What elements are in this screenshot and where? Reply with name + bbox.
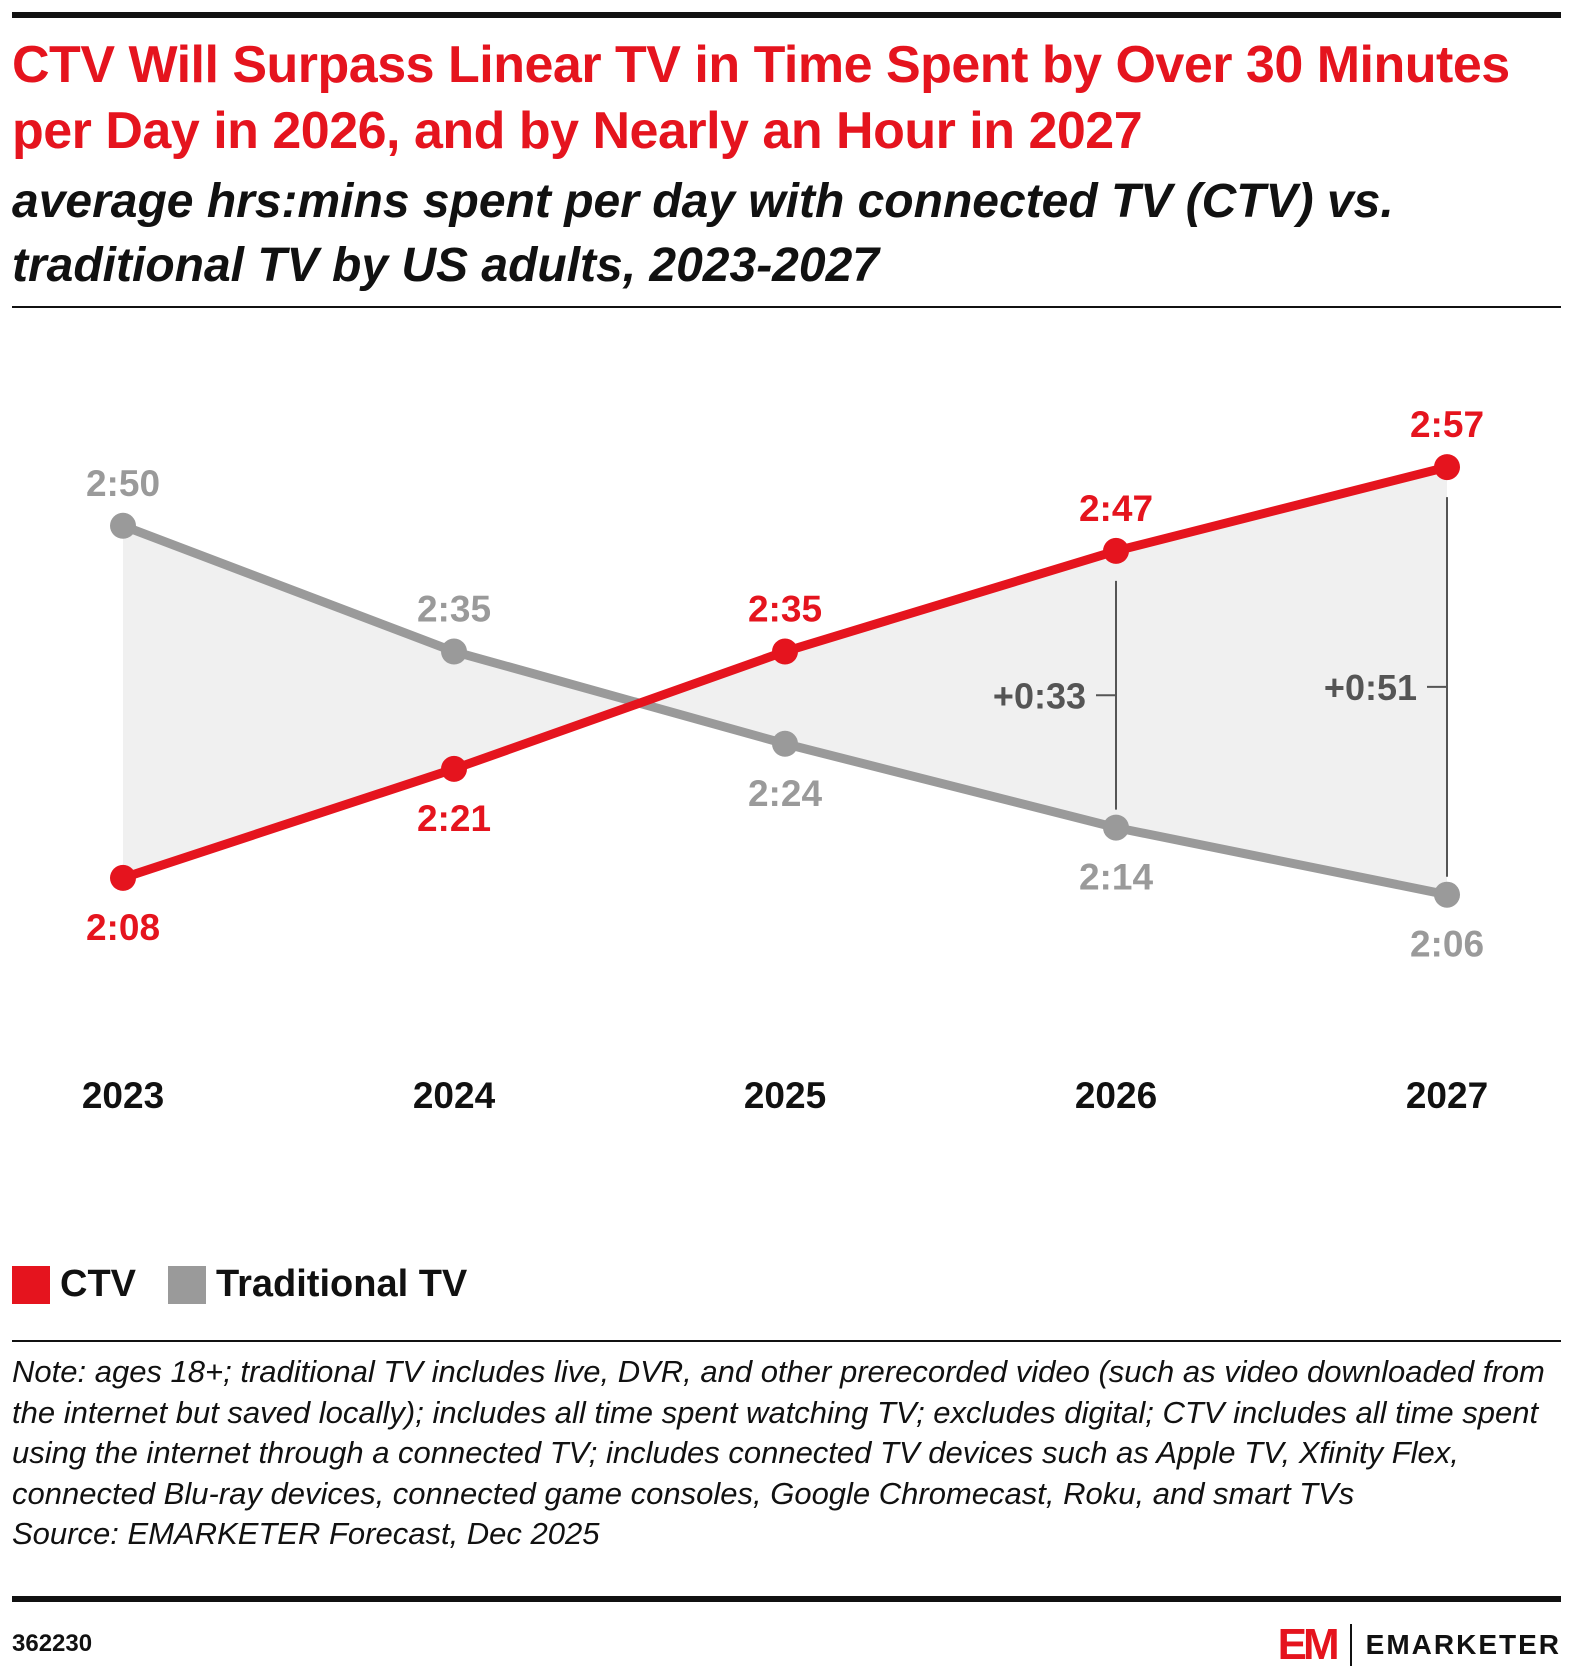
legend-swatch-ctv (12, 1265, 50, 1304)
legend-item-ctv[interactable]: CTV (12, 1263, 136, 1306)
footnote: Note: ages 18+; traditional TV includes … (12, 1352, 1562, 1555)
point-ctv-2025 (772, 638, 798, 665)
top-rule (12, 12, 1561, 18)
point-traditional-tv-2027 (1434, 881, 1460, 908)
legend-swatch-traditional-tv (168, 1265, 206, 1304)
gap-shaded-area (123, 467, 1447, 895)
diff-label-2027: +0:51 (1324, 667, 1417, 708)
legend: CTV Traditional TV (12, 1263, 499, 1306)
data-label-traditional-tv-2025: 2:24 (748, 773, 822, 814)
diff-label-2026: +0:33 (993, 675, 1086, 716)
note-divider (12, 1340, 1561, 1342)
point-traditional-tv-2025 (772, 730, 798, 757)
legend-item-traditional-tv[interactable]: Traditional TV (168, 1263, 467, 1306)
chart-id: 362230 (12, 1630, 93, 1657)
x-tick-label-2026: 2026 (1075, 1075, 1157, 1116)
annotation-layer: +0:33 +0:51 (993, 497, 1448, 877)
x-tick-label-2025: 2025 (744, 1075, 826, 1116)
point-ctv-2026 (1103, 537, 1129, 564)
logo-mark: EM (1277, 1620, 1340, 1669)
data-label-ctv-2026: 2:47 (1079, 488, 1153, 529)
point-traditional-tv-2026 (1103, 814, 1129, 841)
legend-label-traditional-tv: Traditional TV (216, 1263, 468, 1305)
point-ctv-2023 (110, 864, 136, 891)
data-label-traditional-tv-2027: 2:06 (1410, 924, 1484, 965)
point-ctv-2024 (441, 755, 467, 782)
x-axis: 2023 2024 2025 2026 2027 (82, 1075, 1488, 1116)
data-label-ctv-2024: 2:21 (417, 798, 491, 839)
line-chart: +0:33 +0:51 2:082:502:212:35 2:352:242:472… (82, 404, 1488, 1116)
chart-subtitle: average hrs:mins spent per day with conn… (12, 175, 1394, 292)
point-traditional-tv-2023 (110, 512, 136, 539)
title-divider (12, 306, 1561, 308)
note-text: Note: ages 18+; traditional TV includes … (12, 1354, 1545, 1511)
data-label-traditional-tv-2024: 2:35 (417, 589, 491, 630)
data-label-ctv-2023: 2:08 (86, 907, 160, 948)
data-label-traditional-tv-2026: 2:14 (1079, 857, 1153, 898)
data-label-traditional-tv-2023: 2:50 (86, 463, 160, 504)
chart-title: CTV Will Surpass Linear TV in Time Spent… (12, 36, 1510, 160)
x-tick-label-2023: 2023 (82, 1075, 164, 1116)
x-tick-label-2027: 2027 (1406, 1075, 1488, 1116)
logo-separator (1349, 1624, 1352, 1666)
point-traditional-tv-2024 (441, 638, 467, 665)
data-label-ctv-2027: 2:57 (1410, 404, 1484, 445)
data-label-ctv-2025: 2:35 (748, 589, 822, 630)
point-ctv-2027 (1434, 454, 1460, 481)
emarketer-logo: EM EMARKETER (1278, 1620, 1561, 1670)
logo-wordmark: EMARKETER (1365, 1629, 1561, 1660)
source-text: Source: EMARKETER Forecast, Dec 2025 (12, 1516, 600, 1551)
bottom-rule (12, 1596, 1561, 1602)
series-layer (110, 454, 1460, 908)
x-tick-label-2024: 2024 (413, 1075, 496, 1116)
legend-label-ctv: CTV (60, 1263, 136, 1305)
data-label-layer: 2:08 2:50 2:21 2:35 2:35 2:24 2:47 2:14 2:57 2:06 (86, 404, 1484, 965)
